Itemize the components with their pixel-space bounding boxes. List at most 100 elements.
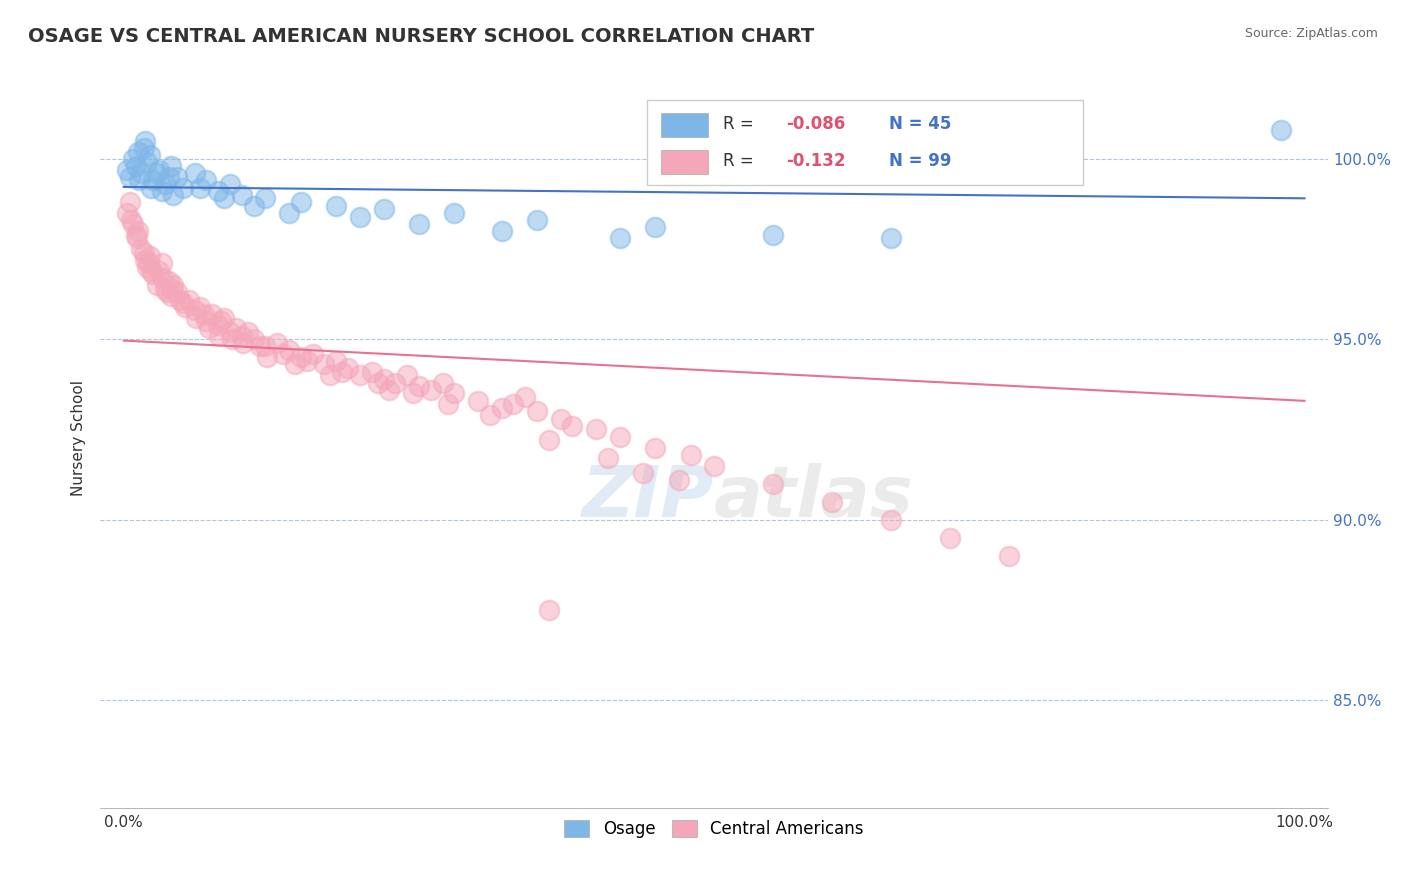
Point [384, 376, 406, 390]
Legend: Osage, Central Americans: Osage, Central Americans [558, 813, 870, 845]
Point [325, 354, 347, 368]
Point [609, 231, 631, 245]
Point [668, 473, 690, 487]
Point [160, 282, 183, 296]
Point [207, 184, 229, 198]
Point [118, 169, 141, 184]
Point [138, 249, 160, 263]
Point [396, 368, 419, 383]
Point [124, 227, 146, 242]
Point [419, 383, 441, 397]
Point [132, 245, 155, 260]
Text: atlas: atlas [714, 463, 914, 533]
Point [148, 162, 170, 177]
Point [146, 166, 169, 180]
Point [172, 180, 194, 194]
Point [821, 494, 844, 508]
Point [349, 210, 371, 224]
Point [122, 152, 145, 166]
FancyBboxPatch shape [661, 150, 709, 174]
Text: N = 99: N = 99 [889, 152, 950, 170]
Point [183, 166, 205, 180]
Point [467, 393, 489, 408]
Point [169, 293, 191, 307]
Point [231, 187, 253, 202]
Point [256, 351, 278, 365]
Point [301, 346, 323, 360]
Point [242, 199, 264, 213]
Point [212, 310, 235, 325]
Point [152, 271, 174, 285]
Point [242, 332, 264, 346]
Point [319, 368, 342, 383]
Point [236, 325, 259, 339]
Point [131, 242, 153, 256]
Point [266, 335, 288, 350]
Point [225, 321, 247, 335]
Text: ZIP: ZIP [582, 463, 714, 533]
Point [373, 202, 395, 217]
Point [128, 173, 150, 187]
Point [349, 368, 371, 383]
Point [939, 531, 962, 545]
Point [160, 159, 183, 173]
Point [880, 513, 903, 527]
Point [190, 180, 212, 194]
Point [195, 314, 218, 328]
Point [491, 224, 513, 238]
Point [526, 213, 548, 227]
Point [231, 328, 253, 343]
Point [150, 184, 173, 198]
Point [408, 379, 430, 393]
Text: N = 45: N = 45 [889, 115, 950, 133]
Point [271, 346, 294, 360]
Point [367, 376, 389, 390]
Point [153, 282, 176, 296]
Point [408, 217, 430, 231]
Point [550, 411, 572, 425]
Point [378, 383, 401, 397]
Point [219, 177, 242, 191]
Point [207, 318, 229, 332]
Point [437, 397, 460, 411]
Point [139, 263, 162, 277]
Point [136, 155, 159, 169]
Point [998, 549, 1021, 563]
Point [703, 458, 725, 473]
Point [254, 339, 277, 353]
Point [502, 397, 524, 411]
Point [156, 285, 179, 300]
Point [478, 408, 501, 422]
Point [762, 227, 785, 242]
Point [177, 293, 200, 307]
Point [190, 300, 212, 314]
Point [762, 476, 785, 491]
Text: R =: R = [723, 115, 759, 133]
Text: Source: ZipAtlas.com: Source: ZipAtlas.com [1244, 27, 1378, 40]
Point [880, 231, 903, 245]
Point [146, 278, 169, 293]
Point [373, 372, 395, 386]
Point [278, 343, 301, 357]
Point [537, 603, 560, 617]
Point [127, 145, 149, 159]
Point [561, 418, 583, 433]
Point [679, 448, 702, 462]
Point [221, 332, 243, 346]
Point [162, 187, 184, 202]
Point [150, 256, 173, 270]
Point [278, 206, 301, 220]
FancyBboxPatch shape [661, 113, 709, 136]
Point [132, 141, 155, 155]
Point [232, 335, 254, 350]
Point [432, 376, 454, 390]
Point [157, 169, 180, 184]
Point [160, 289, 183, 303]
Point [1270, 123, 1292, 137]
Point [118, 195, 141, 210]
Point [314, 358, 336, 372]
Point [142, 267, 165, 281]
Point [162, 278, 184, 293]
Point [295, 354, 318, 368]
Text: -0.132: -0.132 [786, 152, 846, 170]
